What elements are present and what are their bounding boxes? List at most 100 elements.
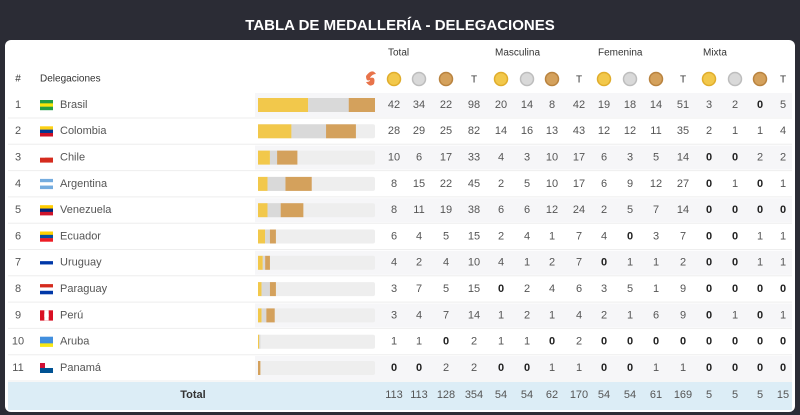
cell-value: 14 (677, 152, 689, 164)
cell-value: 0 (706, 230, 712, 242)
bar-track (258, 361, 375, 375)
flag (40, 343, 53, 347)
cell-value: 3 (391, 309, 397, 321)
flag (40, 152, 45, 158)
cell-value: 6 (416, 152, 422, 164)
cell-value: 0 (416, 362, 422, 374)
cell-value: 0 (653, 336, 659, 348)
medal-bar (262, 255, 266, 270)
total-row-label: Total (180, 389, 205, 401)
cell-value: 0 (757, 309, 763, 321)
cell-value: 1 (732, 309, 738, 321)
cell-value: 6 (601, 152, 607, 164)
rank: 2 (15, 125, 21, 137)
page-title: TABLA DE MEDALLERÍA - DELEGACIONES (245, 17, 554, 34)
medal-bar (269, 282, 276, 297)
cell-value: 1 (576, 362, 582, 374)
cell-value: 0 (780, 336, 786, 348)
cell-value: 12 (624, 125, 636, 137)
cell-value: 169 (674, 389, 692, 401)
cell-value: 6 (524, 204, 530, 216)
cell-value: 4 (576, 309, 582, 321)
medal-bar (265, 255, 270, 270)
delegation: Uruguay (60, 257, 102, 269)
cell-value: 2 (498, 178, 504, 190)
cell-value: 22 (440, 99, 452, 111)
cell-value: 0 (757, 336, 763, 348)
cell-value: 22 (440, 178, 452, 190)
cell-value: 0 (706, 336, 712, 348)
cell-value: 0 (706, 362, 712, 374)
cell-value: 0 (627, 230, 633, 242)
bar-track (258, 229, 375, 244)
medal-icon (493, 71, 509, 87)
cell-value: 16 (521, 125, 533, 137)
cell-value: 12 (546, 204, 558, 216)
flag (40, 178, 53, 183)
medal-bar (326, 124, 356, 139)
cell-value: 51 (677, 99, 689, 111)
medal-icon (411, 71, 427, 87)
cell-value: 9 (627, 178, 633, 190)
cell-value: 33 (468, 152, 480, 164)
cell-value: 42 (388, 99, 400, 111)
medal-icon (596, 71, 612, 87)
cell-value: 1 (757, 125, 763, 137)
cell-value: 0 (780, 283, 786, 295)
flag (40, 261, 53, 265)
cell-value: 0 (706, 204, 712, 216)
medal-icon (622, 71, 638, 87)
delegation: Paraguay (60, 283, 108, 295)
cell-value: 0 (601, 257, 607, 269)
cell-value: 34 (413, 99, 425, 111)
cell-value: 5 (443, 283, 449, 295)
cell-value: 4 (498, 152, 504, 164)
delegation: Brasil (60, 99, 88, 111)
cell-value: 0 (680, 336, 686, 348)
flag (40, 129, 53, 134)
medal-bar (269, 229, 276, 244)
flag (40, 205, 53, 209)
cell-value: 6 (653, 309, 659, 321)
cell-value: 2 (471, 362, 477, 374)
rank: 10 (12, 336, 24, 348)
cell-value: 5 (627, 283, 633, 295)
flag (40, 336, 53, 341)
cell-value: 11 (413, 204, 424, 216)
cell-value: 4 (780, 125, 786, 137)
cell-value: 4 (524, 230, 530, 242)
medal-icon (752, 71, 768, 87)
cell-value: 1 (757, 257, 763, 269)
cell-value: 2 (601, 204, 607, 216)
cell-value: 2 (498, 230, 504, 242)
cell-value: 1 (549, 362, 555, 374)
cell-value: 3 (524, 152, 530, 164)
cell-value: 54 (624, 389, 636, 401)
cell-value: 25 (440, 125, 452, 137)
cell-value: 5 (757, 389, 763, 401)
flag (40, 182, 53, 186)
cell-value: 128 (437, 389, 455, 401)
cell-value: 7 (416, 283, 422, 295)
cell-value: 113 (385, 389, 403, 401)
cell-value: 0 (706, 152, 712, 164)
cell-value: 4 (549, 283, 555, 295)
delegation: Perú (60, 309, 83, 321)
rank: 1 (15, 99, 21, 111)
medal-bar (258, 98, 309, 112)
cell-value: 4 (416, 230, 422, 242)
cell-value: 8 (549, 99, 555, 111)
medal-icon (648, 71, 664, 87)
delegation: Argentina (60, 178, 108, 190)
rank: 3 (15, 152, 21, 164)
cell-value: 0 (601, 362, 607, 374)
cell-value: 1 (627, 309, 633, 321)
cell-value: 1 (549, 230, 555, 242)
cell-value: 18 (624, 99, 636, 111)
cell-value: 82 (468, 125, 480, 137)
cell-value: 1 (653, 283, 659, 295)
cell-value: 1 (416, 336, 422, 348)
flag (40, 368, 53, 373)
cell-value: 0 (627, 362, 633, 374)
medal-bar (269, 150, 278, 165)
